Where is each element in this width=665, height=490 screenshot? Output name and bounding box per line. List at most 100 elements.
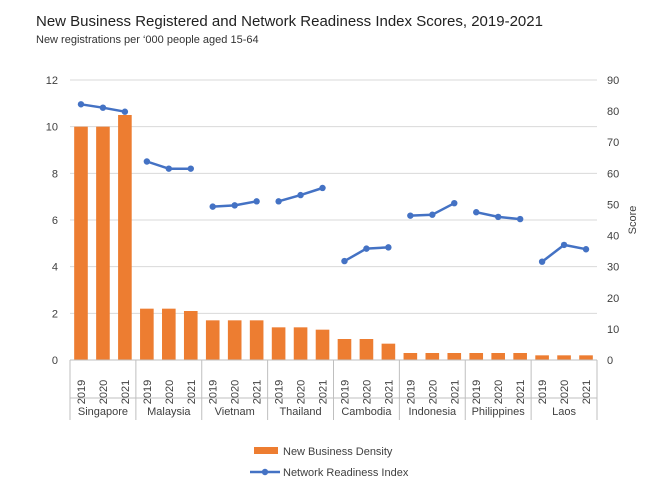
bar (315, 329, 330, 360)
x-tick-label-year: 2019 (142, 380, 154, 404)
x-tick-label-year: 2020 (427, 380, 439, 404)
x-tick-label-year: 2021 (383, 380, 395, 404)
y-left-tick-label: 0 (52, 355, 58, 367)
bar (447, 353, 462, 360)
bar (337, 339, 352, 360)
line-point (165, 165, 173, 172)
line-point (516, 215, 524, 223)
y-right-tick-label: 60 (607, 168, 619, 180)
line-point (143, 158, 151, 165)
x-tick-label-year: 2021 (515, 380, 527, 404)
x-group-label: Thailand (279, 406, 321, 418)
y-left-tick-label: 2 (52, 308, 58, 320)
y-left-tick-label: 4 (52, 262, 58, 274)
y-right-tick-label: 90 (607, 75, 619, 87)
x-tick-label-year: 2021 (252, 380, 264, 404)
line-point (319, 184, 326, 192)
x-group-label: Vietnam (215, 406, 255, 418)
x-tick-label-year: 2021 (581, 380, 593, 404)
line-point (297, 191, 304, 199)
x-tick-label-year: 2020 (559, 380, 571, 404)
bar (403, 353, 418, 360)
x-group-label: Cambodia (341, 406, 392, 418)
y-right-tick-label: 40 (607, 231, 619, 243)
bar (249, 320, 264, 360)
bar (579, 355, 593, 360)
y-left-tick-label: 6 (52, 215, 58, 227)
x-tick-label-year: 2021 (318, 380, 330, 404)
legend-swatch-marker (261, 468, 269, 476)
line-point (99, 104, 107, 111)
x-tick-label-year: 2020 (296, 380, 308, 404)
bar (381, 343, 396, 360)
bar (74, 126, 88, 361)
bar (118, 115, 132, 360)
y-right-tick-label: 30 (607, 262, 619, 274)
line-point (429, 211, 436, 218)
bar (469, 353, 484, 360)
bar (205, 320, 220, 360)
line-point (385, 244, 392, 251)
bar (359, 339, 374, 360)
line-point (231, 202, 238, 209)
x-tick-label-year: 2019 (537, 380, 549, 404)
line-point (560, 241, 568, 249)
x-tick-label-year: 2019 (471, 380, 483, 404)
x-tick-label-year: 2020 (164, 380, 176, 404)
x-group-label: Singapore (78, 406, 128, 418)
bar (425, 353, 440, 360)
line-point (187, 165, 194, 172)
line-point (451, 200, 458, 207)
line-point (363, 245, 370, 252)
x-tick-label-year: 2019 (208, 380, 220, 404)
legend-label: New Business Density (283, 446, 393, 458)
x-group-label: Philippines (472, 406, 526, 418)
bar (513, 353, 527, 360)
x-tick-label-year: 2021 (449, 380, 461, 404)
line-point (494, 213, 502, 221)
y-right-tick-label: 70 (607, 137, 619, 149)
bar (96, 126, 110, 361)
line-point (253, 198, 260, 205)
y-right-tick-label: 10 (607, 324, 619, 336)
line-point (275, 198, 282, 205)
y-left-tick-label: 8 (52, 168, 58, 180)
bar (557, 355, 571, 360)
line-point (407, 212, 414, 219)
y-left-tick-label: 12 (46, 75, 58, 87)
x-tick-label-year: 2019 (76, 380, 88, 404)
bar (227, 320, 242, 360)
x-tick-label-year: 2020 (361, 380, 373, 404)
x-tick-label-year: 2020 (98, 380, 110, 404)
line-point (121, 108, 129, 115)
bar (293, 327, 308, 360)
line-point (341, 257, 348, 265)
x-tick-label-year: 2021 (120, 380, 132, 404)
y-right-tick-label: 0 (607, 355, 613, 367)
bar (271, 327, 286, 360)
bar (162, 308, 176, 360)
line-point (209, 203, 216, 210)
bar (535, 355, 549, 360)
line-point (582, 246, 590, 253)
bar (183, 311, 198, 360)
x-group-label: Malaysia (147, 406, 191, 418)
legend-swatch-bar (254, 447, 278, 454)
line-point (473, 209, 480, 216)
y-right-tick-label: 50 (607, 199, 619, 211)
x-tick-label-year: 2020 (493, 380, 505, 404)
y-left-tick-label: 10 (46, 122, 58, 134)
x-tick-label-year: 2019 (339, 380, 351, 404)
line-point (77, 101, 85, 108)
y-right-tick-label: 80 (607, 106, 619, 118)
x-tick-label-year: 2020 (230, 380, 242, 404)
bar (140, 308, 154, 360)
line-point (538, 258, 546, 265)
legend-label: Network Readiness Index (283, 467, 409, 479)
chart-subtitle: New registrations per ‘000 people aged 1… (36, 34, 259, 46)
bar (491, 353, 505, 360)
y-right-axis-title: Score (627, 206, 639, 235)
chart-title: New Business Registered and Network Read… (36, 13, 543, 30)
